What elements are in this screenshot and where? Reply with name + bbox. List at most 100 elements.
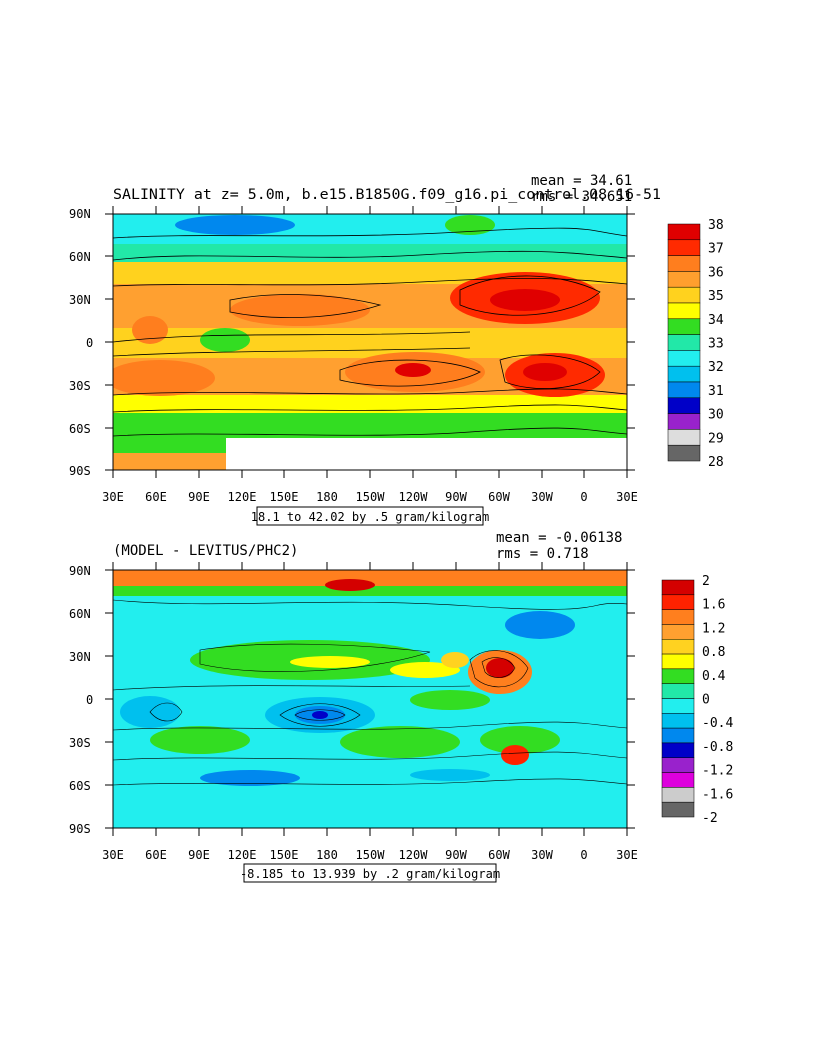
colorbar-swatch <box>661 698 695 714</box>
panel1-x-tick: 30W <box>531 490 553 504</box>
panel1-x-tick: 90E <box>188 490 210 504</box>
colorbar-label: 33 <box>708 337 724 352</box>
panel2-x-tick: 90E <box>188 848 210 862</box>
colorbar-swatch <box>667 429 701 446</box>
colorbar-swatch <box>667 318 701 335</box>
colorbar-label: 35 <box>708 289 724 304</box>
panel2-y-tick: 30N <box>69 650 91 664</box>
colorbar-label: 0.4 <box>702 669 726 684</box>
panel1-contour-info: 18.1 to 42.02 by .5 gram/kilogram <box>251 510 489 524</box>
panel2-title: (MODEL - LEVITUS/PHC2) <box>113 543 298 559</box>
panel2-y-tick: 0 <box>86 693 93 707</box>
colorbar-swatch <box>667 255 701 272</box>
panel2-x-tick: 30W <box>531 848 553 862</box>
panel2-contour-info: -8.185 to 13.939 by .2 gram/kilogram <box>240 867 500 881</box>
colorbar-label: -0.8 <box>702 740 733 755</box>
panel1-x-tick: 30E <box>102 490 124 504</box>
colorbar-swatch <box>661 594 695 610</box>
colorbar-swatch <box>667 271 701 288</box>
panel1-y-tick: 60S <box>69 422 91 436</box>
panel2-contours <box>113 599 627 786</box>
panel1-mean: mean = 34.61 <box>531 173 632 189</box>
panel2-x-ticks: 30E 60E 90E 120E 150E 180 150W 120W 90W … <box>102 562 638 862</box>
panel2-x-tick: 60W <box>488 848 510 862</box>
colorbar-swatch <box>661 683 695 699</box>
panel1-x-ticks: 30E 60E 90E 120E 150E 180 150W 120W 90W … <box>102 206 638 504</box>
difference-panel: mean = -0.06138 rms = 0.718 (MODEL - LEV… <box>69 530 733 883</box>
panel1-x-tick: 180 <box>316 490 338 504</box>
panel1-x-tick: 150W <box>356 490 386 504</box>
panel2-y-tick: 30S <box>69 736 91 750</box>
colorbar-label: -1.2 <box>702 764 733 779</box>
panel1-y-tick: 30S <box>69 379 91 393</box>
panel1-map-field <box>113 214 627 470</box>
colorbar-label: 1.2 <box>702 621 725 636</box>
panel1-x-tick: 150E <box>270 490 299 504</box>
colorbar-swatch <box>667 286 701 304</box>
colorbar-swatch <box>661 801 695 818</box>
panel1-y-ticks: 90N 60N 30N 0 30S 60S 90S <box>69 207 635 478</box>
colorbar-swatch <box>661 579 695 596</box>
panel1-x-tick: 60E <box>145 490 167 504</box>
panel2-mean: mean = -0.06138 <box>496 530 622 546</box>
panel1-y-tick: 30N <box>69 293 91 307</box>
colorbar-swatch <box>667 223 701 241</box>
colorbar-swatch <box>667 381 701 399</box>
colorbar-label: 0 <box>702 693 710 708</box>
colorbar-label: -2 <box>702 811 718 826</box>
panel1-y-tick: 0 <box>86 336 93 350</box>
colorbar-label: 37 <box>708 242 724 257</box>
colorbar-label: 29 <box>708 431 724 446</box>
colorbar-label: -0.4 <box>702 716 733 731</box>
colorbar-label: 34 <box>708 313 724 328</box>
panel2-y-tick: 90S <box>69 822 91 836</box>
panel1-colorbar: 38 37 36 35 34 33 32 31 30 29 28 <box>667 218 724 470</box>
colorbar-swatch <box>661 668 695 684</box>
colorbar-swatch <box>667 239 701 256</box>
panel1-y-tick: 60N <box>69 250 91 264</box>
panel2-y-tick: 90N <box>69 564 91 578</box>
panel2-y-ticks: 90N 60N 30N 0 30S 60S 90S <box>69 564 635 836</box>
panel1-contour-info-box <box>256 506 484 526</box>
panel2-colorbar: 2 1.6 1.2 0.8 0.4 0 -0.4 -0.8 -1.2 -1.6 -2 <box>661 574 733 826</box>
panel2-x-tick: 150W <box>356 848 386 862</box>
colorbar-swatch <box>661 713 695 729</box>
panel1-x-tick: 60W <box>488 490 510 504</box>
panel1-x-tick: 90W <box>445 490 467 504</box>
colorbar-swatch <box>667 397 701 414</box>
panel2-y-tick: 60N <box>69 607 91 621</box>
panel2-contour-info-box <box>243 863 497 883</box>
colorbar-swatch <box>661 609 695 625</box>
colorbar-swatch <box>667 350 701 367</box>
colorbar-label: 28 <box>708 455 724 470</box>
panel1-y-tick: 90S <box>69 464 91 478</box>
panel2-x-tick: 150E <box>270 848 299 862</box>
colorbar-label: -1.6 <box>702 787 733 802</box>
panel1-rms: rms = 34.651 <box>531 189 632 205</box>
colorbar-swatch <box>661 639 695 655</box>
colorbar-swatch <box>667 302 701 320</box>
panel1-y-tick: 90N <box>69 207 91 221</box>
panel2-x-tick: 180 <box>316 848 338 862</box>
colorbar-swatch <box>661 624 695 640</box>
panel2-x-tick: 30E <box>616 848 638 862</box>
panel1-x-tick: 0 <box>580 490 587 504</box>
panel1-contours <box>113 227 627 437</box>
panel2-x-tick: 90W <box>445 848 467 862</box>
colorbar-swatch <box>667 444 701 462</box>
panel2-x-tick: 30E <box>102 848 124 862</box>
panel1-title: SALINITY at z= 5.0m, b.e15.B1850G.f09_g1… <box>113 187 661 203</box>
panel2-x-tick: 120W <box>399 848 429 862</box>
panel2-map-field <box>113 570 627 828</box>
colorbar-label: 36 <box>708 265 724 280</box>
colorbar-swatch <box>661 727 695 744</box>
colorbar-swatch <box>667 334 701 351</box>
salinity-panel: mean = 34.61 rms = 34.651 SALINITY at z=… <box>69 173 724 526</box>
colorbar-swatch <box>667 413 701 430</box>
panel2-y-tick: 60S <box>69 779 91 793</box>
colorbar-swatch <box>661 787 695 803</box>
colorbar-swatch <box>667 365 701 383</box>
colorbar-swatch <box>661 772 695 788</box>
colorbar-swatch <box>661 742 695 758</box>
